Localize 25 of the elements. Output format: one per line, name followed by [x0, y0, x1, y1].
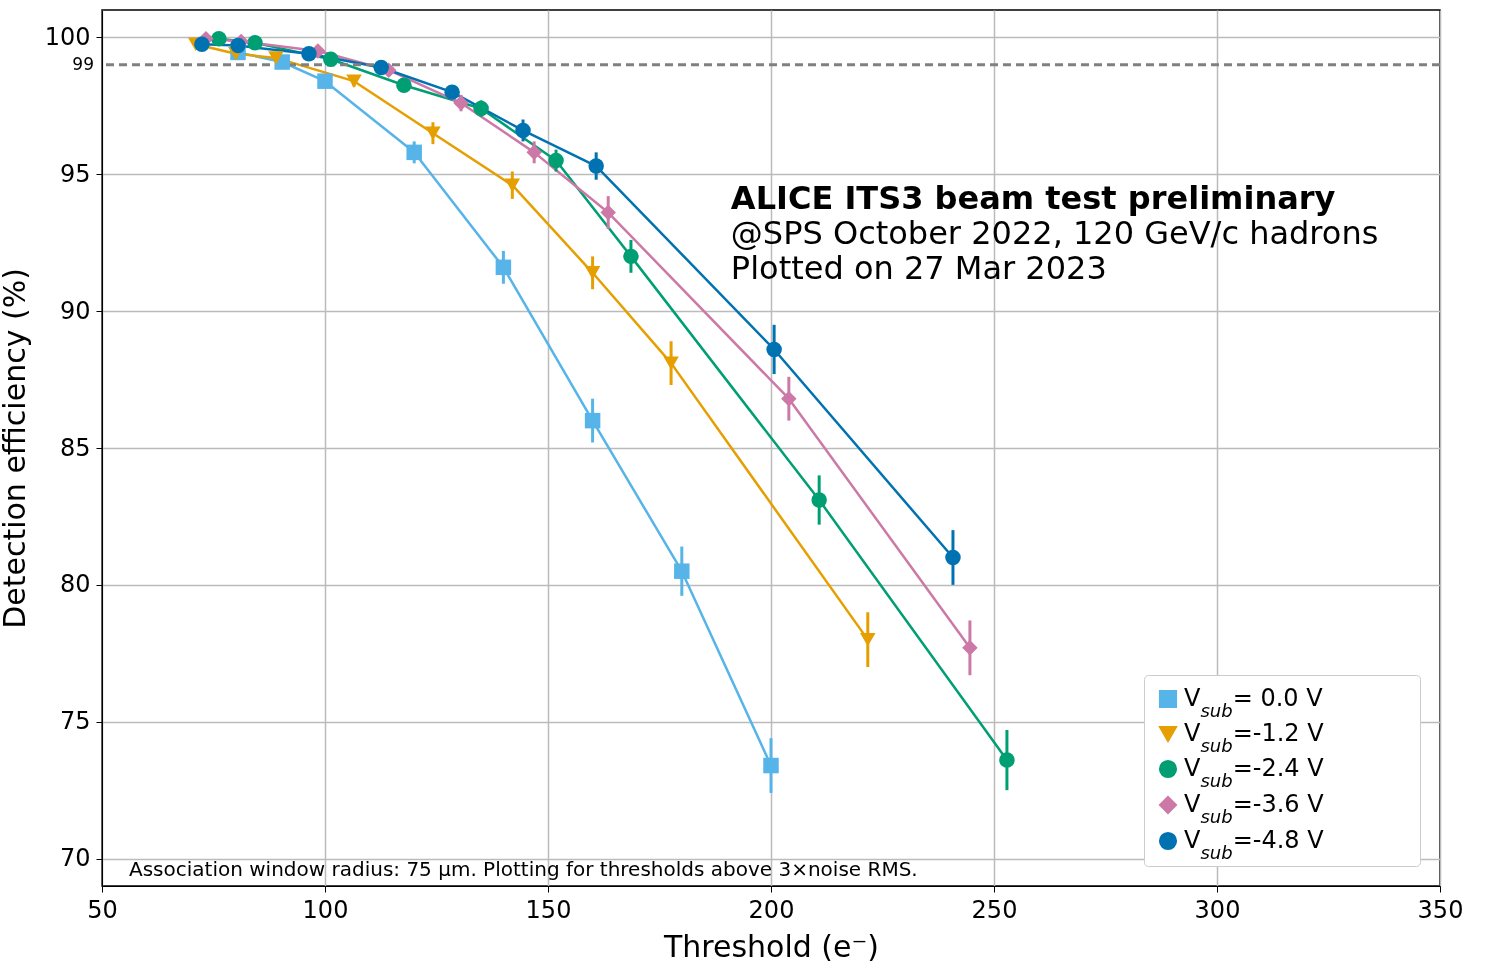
y-tick-label: 95 [59, 159, 91, 188]
legend-label: V$_{sub}$=-2.4 V [1184, 754, 1325, 791]
x-tick-label: 50 [87, 895, 118, 924]
y-tick-label: 75 [59, 707, 91, 736]
y-tick-label: 90 [59, 296, 91, 325]
x-tick-label: 300 [1194, 895, 1241, 924]
y-tick-label: 85 [59, 433, 91, 462]
annotation: ALICE ITS3 beam test preliminary [730, 179, 1336, 217]
x-tick-label: 100 [302, 895, 349, 924]
legend-label: V$_{sub}$=-1.2 V [1184, 719, 1325, 756]
y-axis-title: Detection efficiency (%) [0, 268, 32, 629]
x-axis-title: Threshold (e⁻) [662, 928, 880, 964]
x-tick-label: 250 [971, 895, 1018, 924]
legend-label: V$_{sub}$=-4.8 V [1184, 826, 1325, 863]
x-tick-label: 200 [748, 895, 795, 924]
ref-line-label: 99 [72, 53, 94, 74]
y-tick-label: 100 [44, 22, 91, 51]
y-tick-label: 80 [59, 570, 91, 599]
x-tick-label: 150 [525, 895, 572, 924]
y-tick-label: 70 [59, 844, 91, 873]
annotation: Plotted on 27 Mar 2023 [730, 249, 1107, 287]
x-tick-label: 350 [1417, 895, 1464, 924]
annotation: Association window radius: 75 µm. Plotting for thresholds above 3×noise RMS. [129, 857, 918, 881]
legend-label: V$_{sub}$=-3.6 V [1184, 790, 1325, 827]
legend-label: V$_{sub}$= 0.0 V [1184, 684, 1324, 721]
